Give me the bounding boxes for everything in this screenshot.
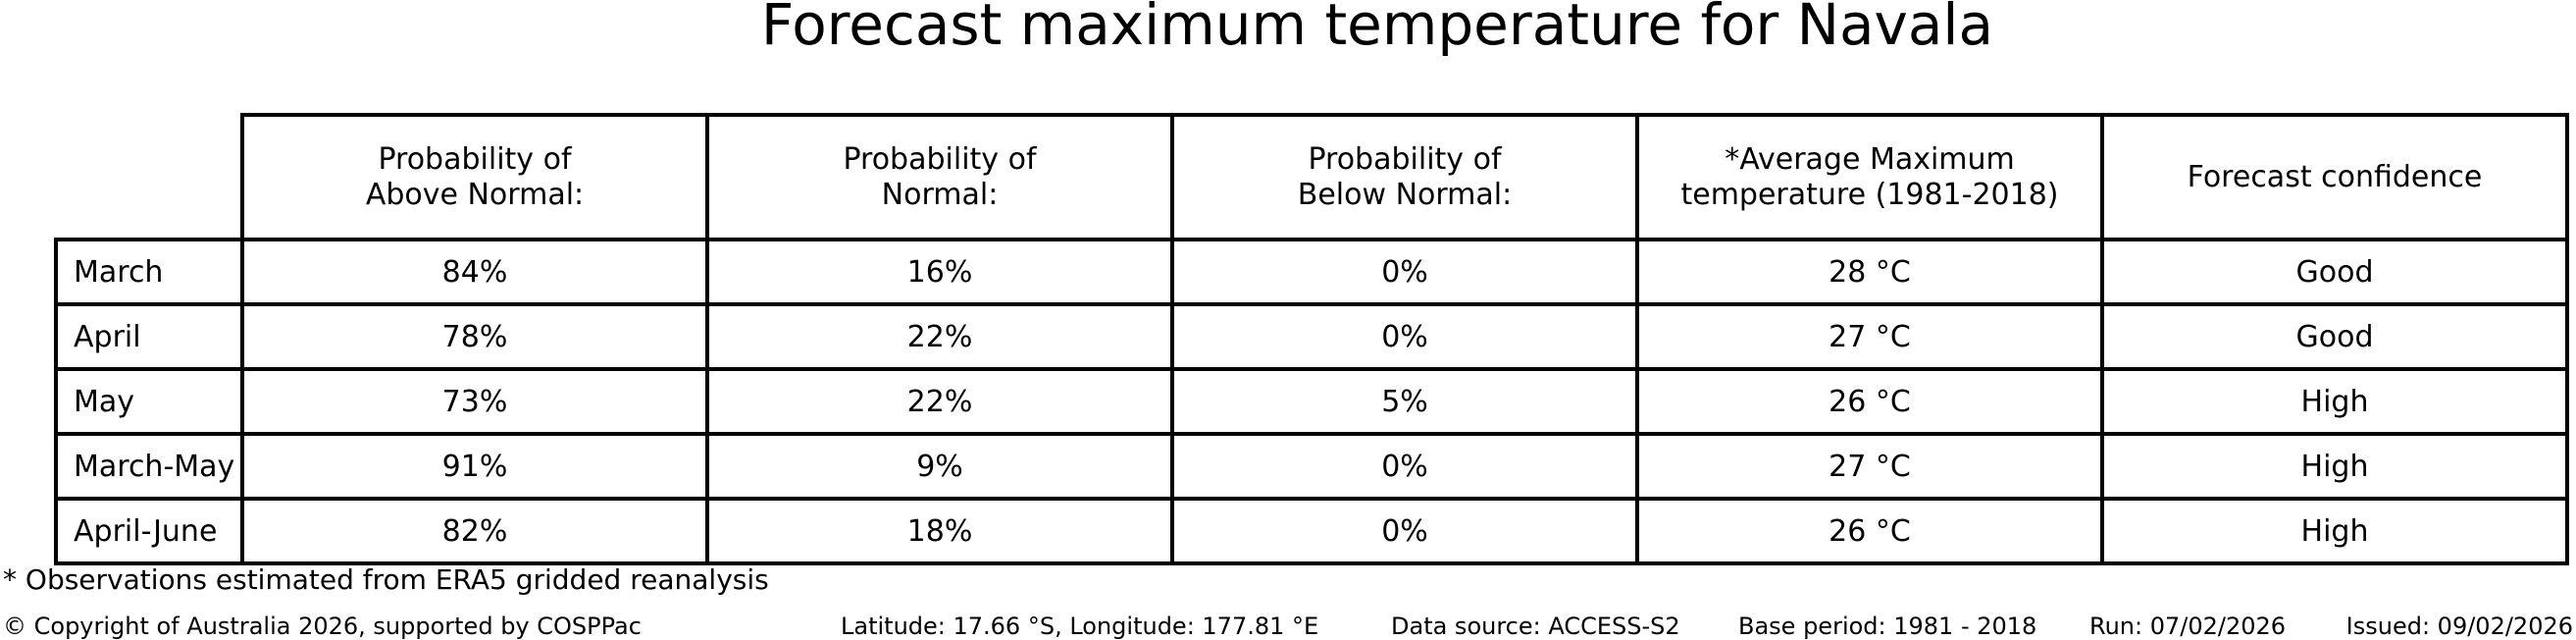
table-row: March-May 91% 9% 0% 27 °C High <box>54 432 2569 501</box>
data-source-text: Data source: ACCESS-S2 <box>1391 613 1680 640</box>
page-title: Forecast maximum temperature for Navala <box>760 0 1994 58</box>
issued-date-text: Issued: 09/02/2026 <box>2345 613 2573 640</box>
header-normal: Probability of Normal: <box>705 113 1174 241</box>
row-label: April <box>54 302 244 371</box>
header-forecast-confidence: Forecast confidence <box>2100 113 2569 241</box>
confidence-cell: Good <box>2100 238 2569 306</box>
table-row: March 84% 16% 0% 28 °C Good <box>54 238 2569 306</box>
table-row: May 73% 22% 5% 26 °C High <box>54 367 2569 436</box>
header-above-normal: Probability of Above Normal: <box>240 113 709 241</box>
below-normal-cell: 0% <box>1170 432 1639 501</box>
confidence-cell: High <box>2100 432 2569 501</box>
lat-lon-text: Latitude: 17.66 °S, Longitude: 177.81 °E <box>841 613 1319 640</box>
confidence-cell: High <box>2100 367 2569 436</box>
avg-max-temp-cell: 27 °C <box>1635 432 2104 501</box>
above-normal-cell: 84% <box>240 238 709 306</box>
below-normal-cell: 0% <box>1170 497 1639 565</box>
avg-max-temp-cell: 28 °C <box>1635 238 2104 306</box>
above-normal-cell: 82% <box>240 497 709 565</box>
table-row: April-June 82% 18% 0% 26 °C High <box>54 497 2569 565</box>
forecast-table: Probability of Above Normal: Probability… <box>54 113 2569 565</box>
above-normal-cell: 91% <box>240 432 709 501</box>
corner-blank-cell <box>56 115 242 240</box>
copyright-text: © Copyright of Australia 2026, supported… <box>3 613 642 640</box>
row-label: March-May <box>54 432 244 501</box>
below-normal-cell: 0% <box>1170 302 1639 371</box>
normal-cell: 16% <box>705 238 1174 306</box>
confidence-cell: High <box>2100 497 2569 565</box>
row-label: March <box>54 238 244 306</box>
normal-cell: 22% <box>705 367 1174 436</box>
table-header-row: Probability of Above Normal: Probability… <box>56 113 2569 241</box>
avg-max-temp-cell: 27 °C <box>1635 302 2104 371</box>
normal-cell: 22% <box>705 302 1174 371</box>
header-avg-max-temp: *Average Maximum temperature (1981-2018) <box>1635 113 2104 241</box>
confidence-cell: Good <box>2100 302 2569 371</box>
avg-max-temp-cell: 26 °C <box>1635 367 2104 436</box>
below-normal-cell: 0% <box>1170 238 1639 306</box>
row-label: April-June <box>54 497 244 565</box>
table-row: April 78% 22% 0% 27 °C Good <box>54 302 2569 371</box>
avg-max-temp-cell: 26 °C <box>1635 497 2104 565</box>
header-below-normal: Probability of Below Normal: <box>1170 113 1639 241</box>
base-period-text: Base period: 1981 - 2018 <box>1738 613 2037 640</box>
below-normal-cell: 5% <box>1170 367 1639 436</box>
run-date-text: Run: 07/02/2026 <box>2089 613 2287 640</box>
above-normal-cell: 73% <box>240 367 709 436</box>
normal-cell: 9% <box>705 432 1174 501</box>
observations-footnote: * Observations estimated from ERA5 gridd… <box>3 563 769 596</box>
normal-cell: 18% <box>705 497 1174 565</box>
row-label: May <box>54 367 244 436</box>
above-normal-cell: 78% <box>240 302 709 371</box>
